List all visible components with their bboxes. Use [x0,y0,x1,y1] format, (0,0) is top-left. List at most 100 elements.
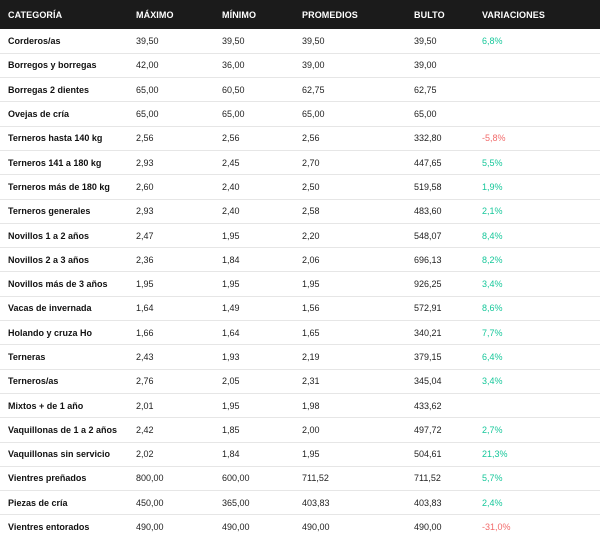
cell-variacion [474,102,600,126]
cell-maximo: 2,93 [136,157,154,168]
cell-categoria: Vaquillonas de 1 a 2 años [8,424,118,435]
cell-maximo: 2,01 [136,400,154,411]
cell-maximo: 490,00 [136,522,164,533]
cell-variacion: 7,7% [482,327,503,338]
cell-bulto: 345,04 [414,376,442,387]
cell-categoria: Vientres preñados [8,473,87,484]
table-row: Vaquillonas de 1 a 2 años 2,42 1,85 2,00 497… [0,418,600,443]
table-row: Terneros/as 2,76 2,05 2,31 345,04 3,4% [0,369,600,394]
cell-promedio: 2,20 [302,230,320,241]
cell-promedio: 2,56 [302,133,320,144]
cell-variacion [474,393,600,417]
cell-minimo: 490,00 [222,522,250,533]
table-row: Ovejas de cría 65,00 65,00 65,00 65,00 [0,102,600,127]
cell-bulto: 39,00 [414,60,437,71]
cell-bulto: 340,21 [414,327,442,338]
cell-minimo: 365,00 [222,497,250,508]
cell-promedio: 2,19 [302,352,320,362]
cell-promedio: 2,31 [302,376,320,387]
cell-categoria: Vientres entorados [8,522,90,533]
cell-maximo: 450,00 [136,497,164,508]
cell-variacion: 21,3% [482,449,508,460]
cell-bulto: 62,75 [414,84,437,95]
cell-bulto: 696,13 [414,254,442,265]
cell-categoria: Vacas de invernada [8,303,92,314]
cell-bulto: 519,58 [414,181,442,192]
cell-maximo: 39,50 [136,35,159,46]
table-row: Vientres entorados 490,00 490,00 490,00 490,… [0,515,600,539]
cell-variacion: 2,1% [482,206,503,217]
cell-minimo: 1,64 [222,327,240,338]
cell-categoria: Terneros hasta 140 kg [8,133,103,144]
header-promedios: PROMEDIOS [302,9,358,20]
cell-maximo: 2,76 [136,376,154,387]
cell-promedio: 62,75 [302,84,325,95]
cell-promedio: 403,83 [302,497,330,508]
table-row: Novillos 1 a 2 años 2,47 1,95 2,20 548,07 8,4… [0,223,600,248]
cell-variacion: 5,5% [482,157,503,168]
cell-categoria: Piezas de cría [8,497,68,508]
cell-categoria: Borregas 2 dientes [8,84,90,95]
cell-promedio: 1,98 [302,400,320,411]
table-row: Borregos y borregas 42,00 36,00 39,00 39,00 [0,53,600,78]
cell-variacion [474,78,600,102]
cell-promedio: 1,56 [302,303,320,314]
cell-bulto: 572,91 [414,303,442,314]
table-row: Corderos/as 39,50 39,50 39,50 39,50 6,8% [0,29,600,54]
cell-categoria: Corderos/as [8,35,61,46]
cell-bulto: 379,15 [414,352,442,362]
cell-minimo: 60,50 [222,84,245,95]
cell-minimo: 1,93 [222,352,240,362]
cell-variacion: 8,6% [482,303,503,314]
cell-promedio: 65,00 [302,109,325,120]
cell-maximo: 65,00 [136,84,159,95]
cell-minimo: 2,45 [222,157,240,168]
cell-categoria: Borregos y borregas [8,60,97,71]
cell-maximo: 65,00 [136,109,159,120]
cell-minimo: 1,84 [222,254,240,265]
cell-maximo: 2,93 [136,206,154,217]
cell-bulto: 39,50 [414,35,437,46]
cell-minimo: 1,49 [222,303,240,314]
table-body: Corderos/as 39,50 39,50 39,50 39,50 6,8% Borre… [0,29,600,539]
cell-promedio: 2,50 [302,181,320,192]
cell-bulto: 548,07 [414,230,442,241]
cell-minimo: 65,00 [222,109,245,120]
cell-promedio: 39,50 [302,35,325,46]
cell-variacion: 3,4% [482,376,503,387]
table-row: Borregas 2 dientes 65,00 60,50 62,75 62,75 [0,78,600,102]
cell-promedio: 2,00 [302,424,320,435]
cell-variacion: -5,8% [482,133,506,144]
cell-bulto: 433,62 [414,400,442,411]
cell-bulto: 926,25 [414,279,442,290]
cell-categoria: Terneras [8,352,46,362]
table-row: Terneros hasta 140 kg 2,56 2,56 2,56 332,80 -… [0,126,600,151]
cell-maximo: 2,43 [136,352,154,362]
cell-variacion: 6,8% [482,35,503,46]
cell-promedio: 1,95 [302,279,320,290]
cell-categoria: Terneros más de 180 kg [8,181,110,192]
cell-maximo: 800,00 [136,473,164,484]
table-row: Vaquillonas sin servicio 2,02 1,84 1,95 504,… [0,442,600,467]
cell-categoria: Terneros generales [8,206,91,217]
cell-bulto: 490,00 [414,522,442,533]
cell-bulto: 497,72 [414,424,442,435]
cell-variacion: 1,9% [482,181,503,192]
cell-bulto: 447,65 [414,157,442,168]
cell-promedio: 39,00 [302,60,325,71]
table-row: Holando y cruza Ho 1,66 1,64 1,65 340,21 7,7% [0,321,600,345]
cell-promedio: 2,70 [302,157,320,168]
cell-minimo: 2,40 [222,181,240,192]
cell-promedio: 711,52 [302,473,329,484]
cell-categoria: Mixtos + de 1 año [8,400,84,411]
table-row: Vientres preñados 800,00 600,00 711,52 711,5… [0,466,600,491]
cell-variacion: 8,2% [482,254,503,265]
cell-promedio: 2,06 [302,254,320,265]
cell-variacion: 5,7% [482,473,503,484]
header-bulto: BULTO [414,9,445,20]
table-row: Vacas de invernada 1,64 1,49 1,56 572,91 8,6% [0,296,600,321]
header-row: CATEGORÍA MÁXIMO MÍNIMO PROMEDIOS BULTO … [0,0,600,29]
cell-promedio: 1,95 [302,449,320,460]
cell-maximo: 2,56 [136,133,154,144]
